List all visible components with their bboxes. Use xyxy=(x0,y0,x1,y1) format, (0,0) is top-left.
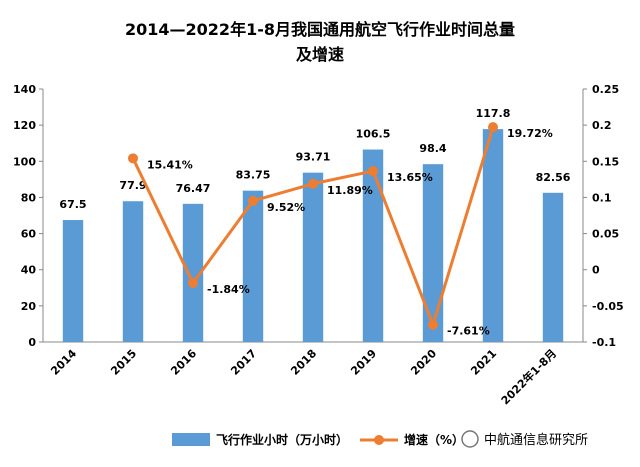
legend-bar-swatch xyxy=(172,433,210,446)
bar xyxy=(482,129,504,342)
x-tick-label: 2021 xyxy=(468,347,499,378)
x-tick-label: 2015 xyxy=(108,347,139,378)
bar xyxy=(302,172,324,342)
bar xyxy=(422,164,444,342)
bar-value-label: 67.5 xyxy=(59,198,86,211)
wechat-icon xyxy=(461,430,479,448)
growth-point xyxy=(308,178,318,189)
growth-value-label: 13.65% xyxy=(387,171,433,184)
y-right-tick-label: 0.05 xyxy=(592,228,619,241)
x-tick-label: 2016 xyxy=(168,347,199,378)
x-tick-label: 2018 xyxy=(288,347,319,378)
growth-value-label: 9.52% xyxy=(267,201,305,214)
x-tick-label: 2022年1-8月 xyxy=(498,346,559,407)
bar-value-label: 98.4 xyxy=(419,142,446,155)
growth-point xyxy=(128,153,138,164)
legend-line-marker xyxy=(374,435,384,445)
source-text: 中航通信息研究所 xyxy=(484,432,588,448)
bar xyxy=(122,201,144,342)
chart-title-line1: 2014—2022年1-8月我国通用航空飞行作业时间总量 xyxy=(125,20,515,39)
growth-value-label: 19.72% xyxy=(507,127,553,140)
y-left-tick-label: 100 xyxy=(13,155,36,168)
growth-point xyxy=(188,278,198,289)
y-left-tick-label: 40 xyxy=(21,264,37,277)
bar xyxy=(362,149,384,342)
x-tick-label: 2014 xyxy=(48,347,79,378)
x-tick-label: 2019 xyxy=(348,347,379,378)
y-right-tick-label: 0.2 xyxy=(592,119,612,132)
chart-title-line2: 及增速 xyxy=(296,45,344,64)
plot-area: 0 20 40 60 80 100 120 140 -0.1 -0.05 0 0.05 0.1 0.15 0… xyxy=(13,83,624,407)
y-left-tick-label: 140 xyxy=(13,83,36,96)
growth-point xyxy=(488,122,498,133)
y-left-tick-label: 60 xyxy=(21,228,37,241)
y-left-tick-label: 0 xyxy=(28,336,36,349)
growth-value-label: 11.89% xyxy=(327,184,373,197)
y-left-tick-label: 120 xyxy=(13,119,36,132)
bar xyxy=(242,190,264,342)
bar-value-label: 106.5 xyxy=(356,128,391,141)
bar xyxy=(182,203,204,342)
legend: 飞行作业小时（万小时） 增速（%） xyxy=(172,432,464,447)
x-tick-label: 2017 xyxy=(228,347,259,378)
bar xyxy=(542,192,564,342)
growth-point xyxy=(428,319,438,330)
y-right-tick-label: 0.1 xyxy=(592,191,612,204)
source-watermark: 中航通信息研究所 xyxy=(461,430,588,448)
y-left-tick-label: 80 xyxy=(21,191,37,204)
bar-value-label: 83.75 xyxy=(236,169,271,182)
bar-value-label: 76.47 xyxy=(176,182,211,195)
bar-value-label: 77.9 xyxy=(119,179,146,192)
y-right-tick-label: 0.25 xyxy=(592,83,619,96)
x-tick-label: 2020 xyxy=(408,347,439,378)
bar-value-label: 82.56 xyxy=(536,171,571,184)
y-right-tick-label: -0.05 xyxy=(592,300,624,313)
y-right-tick-label: 0.15 xyxy=(592,155,619,168)
legend-bar-label: 飞行作业小时（万小时） xyxy=(216,432,348,447)
y-right-tick-label: -0.1 xyxy=(592,336,616,349)
bar xyxy=(62,220,84,342)
growth-value-label: 15.41% xyxy=(147,158,193,171)
y-left-tick-label: 20 xyxy=(21,300,37,313)
growth-value-label: -7.61% xyxy=(447,325,490,338)
bar-value-label: 93.71 xyxy=(296,151,331,164)
growth-value-label: -1.84% xyxy=(207,283,250,296)
growth-point xyxy=(368,166,378,177)
legend-line-label: 增速（%） xyxy=(404,432,464,447)
growth-point xyxy=(248,195,258,206)
y-right-tick-label: 0 xyxy=(592,264,600,277)
bar-value-label: 117.8 xyxy=(476,107,511,120)
